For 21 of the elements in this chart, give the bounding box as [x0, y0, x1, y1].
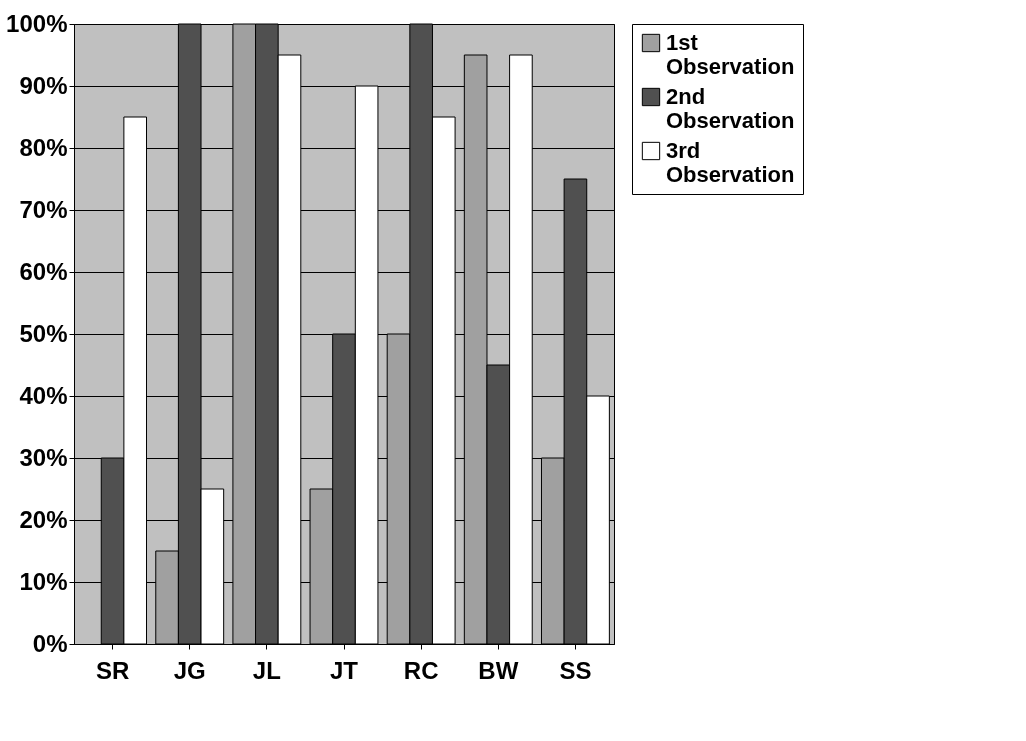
legend-label: 3rd Observation — [666, 138, 795, 187]
y-tick-label: 50% — [19, 319, 68, 347]
y-tick-label: 0% — [32, 629, 68, 657]
y-tick-label: 80% — [19, 133, 68, 161]
y-tick-label: 30% — [19, 443, 68, 471]
x-tick-label: SR — [95, 656, 130, 684]
y-tick-label: 100% — [6, 9, 68, 37]
y-tick-label: 40% — [19, 381, 68, 409]
x-tick-label: SS — [559, 656, 592, 684]
x-tick-label: JG — [173, 656, 206, 684]
y-tick-label: 20% — [19, 505, 68, 533]
legend-label: 1st Observation — [666, 30, 795, 79]
x-tick-label: JL — [252, 656, 281, 684]
x-tick-label: JT — [329, 656, 359, 684]
x-tick-label: RC — [403, 656, 439, 684]
legend-label: 2nd Observation — [666, 84, 795, 133]
y-tick-label: 70% — [19, 195, 68, 223]
y-tick-label: 90% — [19, 71, 68, 99]
y-tick-label: 60% — [19, 257, 68, 285]
x-tick-label: BW — [478, 656, 519, 684]
y-tick-label: 10% — [19, 567, 68, 595]
